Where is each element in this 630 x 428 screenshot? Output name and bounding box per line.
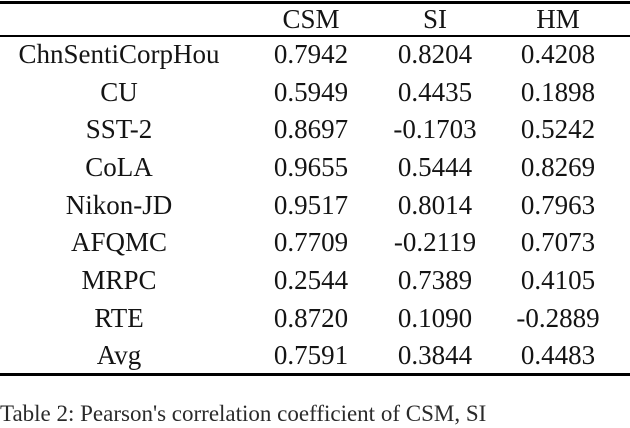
- table-row: CU 0.5949 0.4435 0.1898: [0, 73, 630, 111]
- dataset-label: CU: [100, 76, 138, 107]
- dataset-label: AFQMC: [70, 227, 168, 258]
- table-header: CSM SI HM: [0, 3, 630, 36]
- table-row: Nikon-JD 0.9517 0.8014 0.7963: [0, 186, 630, 224]
- table-row: SST-2 0.8697 -0.1703 0.5242: [0, 111, 630, 149]
- table-row: AFQMC 0.7709 -0.2119 0.7073: [0, 224, 630, 262]
- csm-value: 0.9655: [273, 151, 349, 182]
- results-table: CSM SI HM ChnSentiCorpHou 0.7942 0.8204 …: [0, 1, 630, 377]
- si-value: 0.4435: [397, 76, 473, 107]
- table-row: MRPC 0.2544 0.7389 0.4105: [0, 262, 630, 300]
- table-row: Avg 0.7591 0.3844 0.4483: [0, 337, 630, 375]
- hm-value: 0.4105: [520, 264, 596, 295]
- hm-value: 0.1898: [520, 76, 596, 107]
- dataset-label: SST-2: [85, 114, 153, 145]
- si-value: 0.8204: [397, 39, 473, 70]
- csm-value: 0.9517: [273, 189, 349, 220]
- column-header-hm: HM: [536, 3, 580, 34]
- si-value: 0.3844: [397, 339, 473, 370]
- dataset-label: ChnSentiCorpHou: [18, 39, 220, 70]
- table-body: ChnSentiCorpHou 0.7942 0.8204 0.4208 CU …: [0, 36, 630, 375]
- si-value: 0.7389: [397, 264, 473, 295]
- hm-value: -0.2889: [516, 302, 600, 333]
- table-row: RTE 0.8720 0.1090 -0.2889: [0, 299, 630, 337]
- header-cell-empty: [0, 3, 238, 36]
- hm-value: 0.7073: [520, 227, 596, 258]
- csm-value: 0.7942: [273, 39, 349, 70]
- csm-value: 0.7709: [273, 227, 349, 258]
- csm-value: 0.8697: [273, 114, 349, 145]
- csm-value: 0.8720: [273, 302, 349, 333]
- csm-value: 0.5949: [273, 76, 349, 107]
- table-row: ChnSentiCorpHou 0.7942 0.8204 0.4208: [0, 36, 630, 74]
- si-value: -0.1703: [393, 114, 477, 145]
- si-value: -0.2119: [393, 227, 477, 258]
- hm-value: 0.7963: [520, 189, 596, 220]
- csm-value: 0.7591: [273, 339, 349, 370]
- hm-value: 0.5242: [520, 114, 596, 145]
- si-value: 0.5444: [397, 151, 473, 182]
- dataset-label: Nikon-JD: [65, 189, 173, 220]
- si-value: 0.8014: [397, 189, 473, 220]
- dataset-label: CoLA: [85, 151, 153, 182]
- table-row: CoLA 0.9655 0.5444 0.8269: [0, 149, 630, 187]
- hm-value: 0.4208: [520, 39, 596, 70]
- column-header-csm: CSM: [282, 3, 340, 34]
- header-row: CSM SI HM: [0, 3, 630, 36]
- csm-value: 0.2544: [273, 264, 349, 295]
- hm-value: 0.4483: [520, 339, 596, 370]
- dataset-label: Avg: [96, 339, 142, 370]
- si-value: 0.1090: [397, 302, 473, 333]
- column-header-si: SI: [422, 3, 447, 34]
- dataset-label: MRPC: [81, 264, 157, 295]
- dataset-label: RTE: [94, 302, 144, 333]
- hm-value: 0.8269: [520, 151, 596, 182]
